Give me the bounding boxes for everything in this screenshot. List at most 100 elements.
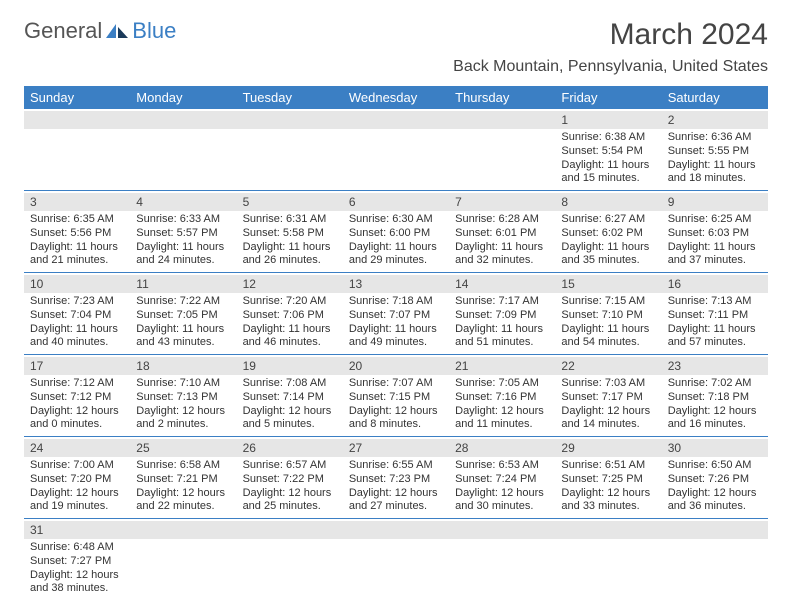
day-number: 30 bbox=[662, 439, 768, 457]
day-info: Sunrise: 6:35 AMSunset: 5:56 PMDaylight:… bbox=[30, 213, 124, 268]
day-info: Sunrise: 6:50 AMSunset: 7:26 PMDaylight:… bbox=[668, 459, 762, 514]
location-text: Back Mountain, Pennsylvania, United Stat… bbox=[453, 58, 768, 76]
day-info: Sunrise: 7:20 AMSunset: 7:06 PMDaylight:… bbox=[243, 295, 337, 350]
calendar-row: 24Sunrise: 7:00 AMSunset: 7:20 PMDayligh… bbox=[24, 437, 768, 519]
day-number: 29 bbox=[555, 439, 661, 457]
calendar-empty-cell bbox=[555, 519, 661, 601]
day-number: 31 bbox=[24, 521, 130, 539]
weekday-header: Tuesday bbox=[237, 86, 343, 109]
calendar-day-cell: 30 Sunrise: 6:50 AMSunset: 7:26 PMDayligh… bbox=[662, 437, 768, 519]
calendar-day-cell: 17Sunrise: 7:12 AMSunset: 7:12 PMDayligh… bbox=[24, 355, 130, 437]
calendar-day-cell: 28 Sunrise: 6:53 AMSunset: 7:24 PMDayligh… bbox=[449, 437, 555, 519]
calendar-day-cell: 7 Sunrise: 6:28 AMSunset: 6:01 PMDaylight… bbox=[449, 191, 555, 273]
calendar-day-cell: 12Sunrise: 7:20 AMSunset: 7:06 PMDayligh… bbox=[237, 273, 343, 355]
day-info: Sunrise: 6:48 AMSunset: 7:27 PMDaylight:… bbox=[30, 541, 124, 596]
brand-text-2: Blue bbox=[132, 18, 176, 44]
day-number bbox=[662, 521, 768, 539]
calendar-empty-cell bbox=[237, 519, 343, 601]
calendar-empty-cell bbox=[130, 519, 236, 601]
month-title: March 2024 bbox=[453, 18, 768, 52]
calendar-row: 1 Sunrise: 6:38 AMSunset: 5:54 PMDaylight… bbox=[24, 109, 768, 191]
day-info: Sunrise: 7:22 AMSunset: 7:05 PMDaylight:… bbox=[136, 295, 230, 350]
calendar-table: SundayMondayTuesdayWednesdayThursdayFrid… bbox=[24, 86, 768, 600]
day-number: 13 bbox=[343, 275, 449, 293]
day-number: 26 bbox=[237, 439, 343, 457]
day-info: Sunrise: 7:07 AMSunset: 7:15 PMDaylight:… bbox=[349, 377, 443, 432]
calendar-day-cell: 13Sunrise: 7:18 AMSunset: 7:07 PMDayligh… bbox=[343, 273, 449, 355]
day-number bbox=[555, 521, 661, 539]
day-info: Sunrise: 6:53 AMSunset: 7:24 PMDaylight:… bbox=[455, 459, 549, 514]
calendar-day-cell: 1 Sunrise: 6:38 AMSunset: 5:54 PMDaylight… bbox=[555, 109, 661, 191]
day-info: Sunrise: 7:05 AMSunset: 7:16 PMDaylight:… bbox=[455, 377, 549, 432]
weekday-header-row: SundayMondayTuesdayWednesdayThursdayFrid… bbox=[24, 86, 768, 109]
calendar-day-cell: 5Sunrise: 6:31 AMSunset: 5:58 PMDaylight… bbox=[237, 191, 343, 273]
day-info: Sunrise: 7:12 AMSunset: 7:12 PMDaylight:… bbox=[30, 377, 124, 432]
day-info: Sunrise: 6:28 AMSunset: 6:01 PMDaylight:… bbox=[455, 213, 549, 268]
day-info: Sunrise: 7:02 AMSunset: 7:18 PMDaylight:… bbox=[668, 377, 762, 432]
day-number: 1 bbox=[555, 111, 661, 129]
weekday-header: Friday bbox=[555, 86, 661, 109]
calendar-day-cell: 24Sunrise: 7:00 AMSunset: 7:20 PMDayligh… bbox=[24, 437, 130, 519]
calendar-empty-cell bbox=[449, 109, 555, 191]
day-info: Sunrise: 6:58 AMSunset: 7:21 PMDaylight:… bbox=[136, 459, 230, 514]
calendar-day-cell: 22Sunrise: 7:03 AMSunset: 7:17 PMDayligh… bbox=[555, 355, 661, 437]
day-number bbox=[343, 521, 449, 539]
day-number: 3 bbox=[24, 193, 130, 211]
weekday-header: Thursday bbox=[449, 86, 555, 109]
calendar-empty-cell bbox=[662, 519, 768, 601]
day-number: 28 bbox=[449, 439, 555, 457]
day-info: Sunrise: 6:36 AMSunset: 5:55 PMDaylight:… bbox=[668, 131, 762, 186]
calendar-day-cell: 20Sunrise: 7:07 AMSunset: 7:15 PMDayligh… bbox=[343, 355, 449, 437]
day-number: 11 bbox=[130, 275, 236, 293]
day-info: Sunrise: 7:13 AMSunset: 7:11 PMDaylight:… bbox=[668, 295, 762, 350]
day-number: 6 bbox=[343, 193, 449, 211]
calendar-row: 3 Sunrise: 6:35 AMSunset: 5:56 PMDaylight… bbox=[24, 191, 768, 273]
day-number: 21 bbox=[449, 357, 555, 375]
calendar-day-cell: 14Sunrise: 7:17 AMSunset: 7:09 PMDayligh… bbox=[449, 273, 555, 355]
day-number: 27 bbox=[343, 439, 449, 457]
calendar-row: 31 Sunrise: 6:48 AMSunset: 7:27 PMDayligh… bbox=[24, 519, 768, 601]
weekday-header: Saturday bbox=[662, 86, 768, 109]
weekday-header: Sunday bbox=[24, 86, 130, 109]
weekday-header: Wednesday bbox=[343, 86, 449, 109]
day-number: 22 bbox=[555, 357, 661, 375]
calendar-day-cell: 19 Sunrise: 7:08 AMSunset: 7:14 PMDayligh… bbox=[237, 355, 343, 437]
calendar-day-cell: 15Sunrise: 7:15 AMSunset: 7:10 PMDayligh… bbox=[555, 273, 661, 355]
calendar-empty-cell bbox=[24, 109, 130, 191]
day-number: 2 bbox=[662, 111, 768, 129]
day-number bbox=[24, 111, 130, 129]
calendar-day-cell: 18Sunrise: 7:10 AMSunset: 7:13 PMDayligh… bbox=[130, 355, 236, 437]
day-number: 24 bbox=[24, 439, 130, 457]
day-number: 16 bbox=[662, 275, 768, 293]
calendar-day-cell: 9 Sunrise: 6:25 AMSunset: 6:03 PMDaylight… bbox=[662, 191, 768, 273]
day-number: 7 bbox=[449, 193, 555, 211]
calendar-day-cell: 31 Sunrise: 6:48 AMSunset: 7:27 PMDayligh… bbox=[24, 519, 130, 601]
day-number bbox=[449, 521, 555, 539]
brand-text-1: General bbox=[24, 18, 102, 44]
day-number: 10 bbox=[24, 275, 130, 293]
weekday-header: Monday bbox=[130, 86, 236, 109]
day-number: 8 bbox=[555, 193, 661, 211]
day-number bbox=[130, 111, 236, 129]
day-number: 19 bbox=[237, 357, 343, 375]
day-info: Sunrise: 6:55 AMSunset: 7:23 PMDaylight:… bbox=[349, 459, 443, 514]
day-number bbox=[343, 111, 449, 129]
day-info: Sunrise: 7:08 AMSunset: 7:14 PMDaylight:… bbox=[243, 377, 337, 432]
calendar-empty-cell bbox=[343, 519, 449, 601]
calendar-empty-cell bbox=[130, 109, 236, 191]
day-info: Sunrise: 6:25 AMSunset: 6:03 PMDaylight:… bbox=[668, 213, 762, 268]
sail-icon bbox=[104, 22, 130, 40]
day-number: 5 bbox=[237, 193, 343, 211]
calendar-day-cell: 25Sunrise: 6:58 AMSunset: 7:21 PMDayligh… bbox=[130, 437, 236, 519]
calendar-day-cell: 2 Sunrise: 6:36 AMSunset: 5:55 PMDaylight… bbox=[662, 109, 768, 191]
calendar-row: 17Sunrise: 7:12 AMSunset: 7:12 PMDayligh… bbox=[24, 355, 768, 437]
calendar-day-cell: 10Sunrise: 7:23 AMSunset: 7:04 PMDayligh… bbox=[24, 273, 130, 355]
day-info: Sunrise: 6:38 AMSunset: 5:54 PMDaylight:… bbox=[561, 131, 655, 186]
day-number: 9 bbox=[662, 193, 768, 211]
calendar-day-cell: 27 Sunrise: 6:55 AMSunset: 7:23 PMDayligh… bbox=[343, 437, 449, 519]
calendar-day-cell: 6Sunrise: 6:30 AMSunset: 6:00 PMDaylight… bbox=[343, 191, 449, 273]
calendar-day-cell: 26Sunrise: 6:57 AMSunset: 7:22 PMDayligh… bbox=[237, 437, 343, 519]
day-number: 15 bbox=[555, 275, 661, 293]
calendar-day-cell: 11 Sunrise: 7:22 AMSunset: 7:05 PMDayligh… bbox=[130, 273, 236, 355]
calendar-day-cell: 23Sunrise: 7:02 AMSunset: 7:18 PMDayligh… bbox=[662, 355, 768, 437]
